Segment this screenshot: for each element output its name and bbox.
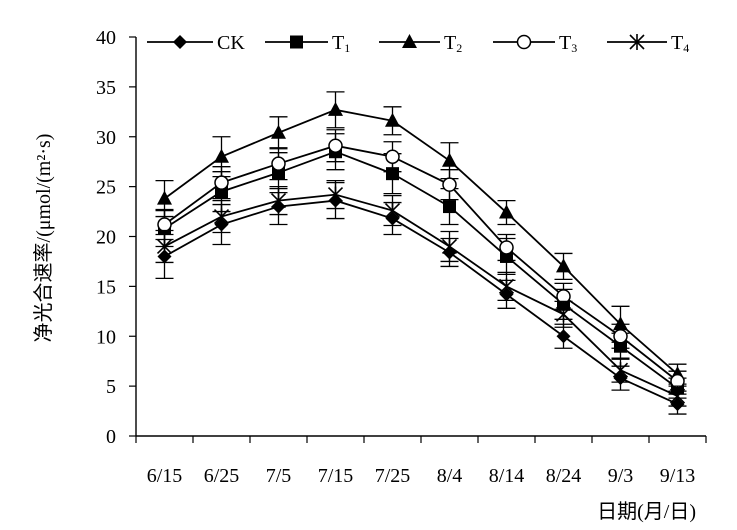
data-point [328, 138, 343, 153]
x-tick-label: 6/15 [147, 465, 183, 487]
series-t1 [155, 133, 687, 399]
data-point [499, 204, 514, 219]
data-point [385, 112, 400, 127]
data-point [327, 186, 344, 203]
legend-label: T4 [671, 32, 689, 55]
data-point [442, 177, 457, 192]
data-point [443, 200, 456, 214]
data-point [442, 152, 457, 167]
data-point [441, 238, 458, 255]
y-tick-label: 40 [96, 27, 116, 49]
data-point [556, 329, 571, 344]
legend-entry-t4: T4 [607, 32, 689, 55]
data-point [386, 167, 399, 181]
x-tick-label: 6/25 [204, 465, 240, 487]
series-layer [155, 91, 687, 415]
series-t4 [155, 179, 687, 407]
x-tick-label: 7/25 [375, 465, 411, 487]
series-t3 [155, 129, 687, 392]
series-ck [155, 181, 687, 415]
x-tick-label: 7/5 [266, 465, 292, 487]
data-point [213, 208, 230, 225]
axes: 0 5 10 15 20 25 30 35 40 6/15 6/25 7/5 7/15 7/25 8/4 8/… [96, 27, 707, 487]
series-line [163, 144, 679, 382]
y-tick-label: 5 [106, 376, 116, 398]
data-point [556, 258, 571, 273]
x-tick-label: 9/3 [608, 465, 634, 487]
y-tick-label: 10 [96, 326, 116, 348]
legend-label: T2 [444, 32, 462, 55]
legend-label: CK [217, 32, 245, 54]
data-point [498, 278, 515, 295]
series-line [164, 150, 679, 389]
legend-entry-t3: T3 [493, 32, 577, 55]
data-point [214, 148, 229, 163]
x-tick-label: 8/24 [546, 465, 582, 487]
data-point [669, 388, 686, 405]
y-tick-label: 25 [96, 177, 116, 199]
x-tick-label: 7/15 [318, 465, 354, 487]
x-tick-label: 8/14 [489, 465, 525, 487]
data-point [328, 101, 343, 116]
legend-marker [290, 35, 303, 49]
legend-entry-ck: CK [147, 32, 245, 54]
legend: CK T1 T2 T3 T4 [147, 32, 689, 55]
legend-marker [402, 34, 417, 48]
series-line [163, 108, 679, 375]
data-point [499, 240, 514, 255]
series-line [164, 199, 678, 405]
data-point [612, 362, 629, 379]
x-tick-label: 9/13 [660, 465, 696, 487]
legend-entry-t1: T1 [265, 32, 350, 55]
legend-entry-t2: T2 [379, 32, 462, 55]
y-tick-label: 0 [106, 426, 116, 448]
data-point [613, 329, 628, 344]
data-point [555, 306, 572, 323]
y-tick-label: 20 [96, 227, 116, 249]
y-tick-label: 15 [96, 276, 116, 298]
data-point [270, 192, 287, 209]
y-tick-label: 35 [96, 77, 116, 99]
legend-marker [516, 34, 532, 50]
y-axis-title: 净光合速率/(μmol/(m²·s) [32, 134, 55, 343]
data-point [157, 217, 172, 232]
series-t2 [155, 91, 687, 385]
data-point [613, 316, 628, 331]
y-tick-label: 30 [96, 127, 116, 149]
x-axis-title: 日期(月/日) [597, 501, 696, 523]
data-point [271, 156, 286, 171]
data-point [214, 175, 229, 190]
legend-label: T1 [332, 32, 350, 55]
x-tick-label: 8/4 [437, 465, 463, 487]
legend-marker [173, 35, 187, 49]
legend-label: T3 [559, 32, 577, 55]
data-point [384, 202, 401, 219]
data-point [156, 238, 173, 255]
series-line [164, 193, 678, 397]
data-point [385, 149, 400, 164]
legend-marker [629, 34, 645, 50]
data-point [271, 124, 286, 139]
data-point [157, 190, 172, 205]
